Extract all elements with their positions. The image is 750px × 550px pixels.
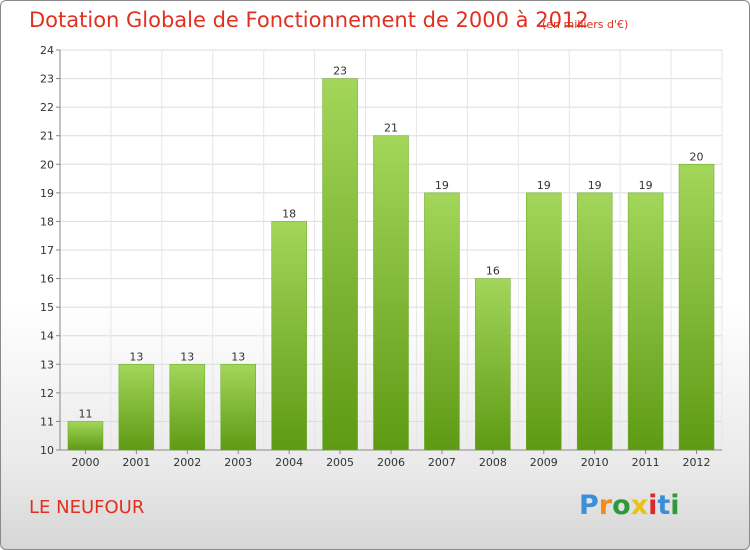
y-tick-label: 18 xyxy=(40,215,54,228)
y-tick-label: 12 xyxy=(40,387,54,400)
value-label-2011: 19 xyxy=(639,179,653,192)
value-label-2004: 18 xyxy=(282,207,296,220)
x-tick-label-2010: 2010 xyxy=(581,456,609,469)
y-tick-label: 13 xyxy=(40,358,54,371)
value-label-2006: 21 xyxy=(384,122,398,135)
value-label-2000: 11 xyxy=(78,407,92,420)
chart-title: Dotation Globale de Fonctionnement de 20… xyxy=(29,8,589,32)
chart-subtitle: (en milliers d'€) xyxy=(542,18,629,31)
logo-letter: o xyxy=(612,490,631,521)
value-label-2005: 23 xyxy=(333,65,347,78)
y-tick-label: 21 xyxy=(40,130,54,143)
value-label-2010: 19 xyxy=(588,179,602,192)
bar-2004 xyxy=(271,221,307,451)
y-tick-label: 20 xyxy=(40,158,54,171)
x-tick-label-2001: 2001 xyxy=(122,456,150,469)
commune-name: LE NEUFOUR xyxy=(29,497,145,518)
y-tick-label: 16 xyxy=(40,273,54,286)
value-label-2002: 13 xyxy=(180,350,194,363)
logo-letter: P xyxy=(579,490,599,521)
bar-2002 xyxy=(169,364,206,451)
value-label-2008: 16 xyxy=(486,265,500,278)
x-tick-label-2002: 2002 xyxy=(173,456,201,469)
y-tick-label: 19 xyxy=(40,187,54,200)
bars xyxy=(67,78,715,451)
bar-2008 xyxy=(475,278,511,451)
value-labels: 11 13 13 13 18 23 21 19 16 19 19 19 20 xyxy=(78,65,703,421)
y-tick-label: 15 xyxy=(40,301,54,314)
logo-letter: x xyxy=(630,490,649,521)
y-tick-label: 17 xyxy=(40,244,54,257)
value-label-2001: 13 xyxy=(129,350,143,363)
bar-2003 xyxy=(220,364,256,451)
x-tick-label-2005: 2005 xyxy=(326,456,354,469)
logo-letter: r xyxy=(598,490,613,521)
bar-2005 xyxy=(322,78,358,451)
bar-2009 xyxy=(526,192,562,451)
value-label-2012: 20 xyxy=(690,150,704,163)
y-tick-label: 14 xyxy=(40,330,54,343)
y-tick-label: 23 xyxy=(40,73,54,86)
x-tick-label-2008: 2008 xyxy=(479,456,507,469)
value-label-2009: 19 xyxy=(537,179,551,192)
y-tick-label: 10 xyxy=(40,444,54,457)
value-label-2003: 13 xyxy=(231,350,245,363)
bar-2007 xyxy=(424,192,460,451)
y-tick-label: 22 xyxy=(40,101,54,114)
x-tick-label-2000: 2000 xyxy=(71,456,99,469)
logo-letter: t xyxy=(657,490,671,521)
x-tick-label-2011: 2011 xyxy=(632,456,660,469)
x-tick-label-2004: 2004 xyxy=(275,456,303,469)
bar-2006 xyxy=(373,135,409,451)
bar-2011 xyxy=(627,192,664,451)
proxiti-logo: Proxiti xyxy=(579,490,680,521)
y-tick-label: 11 xyxy=(40,415,54,428)
logo-letter: i xyxy=(648,490,658,521)
x-tick-label-2006: 2006 xyxy=(377,456,405,469)
bar-2001 xyxy=(118,364,155,451)
x-tick-label-2009: 2009 xyxy=(530,456,558,469)
x-tick-label-2003: 2003 xyxy=(224,456,252,469)
bar-2010 xyxy=(576,192,613,451)
x-tick-label-2007: 2007 xyxy=(428,456,456,469)
x-tick-label-2012: 2012 xyxy=(683,456,711,469)
y-tick-label: 24 xyxy=(40,44,54,57)
value-label-2007: 19 xyxy=(435,179,449,192)
logo-letter: i xyxy=(670,490,680,521)
bar-2000 xyxy=(67,421,104,451)
bar-2012 xyxy=(678,164,715,451)
